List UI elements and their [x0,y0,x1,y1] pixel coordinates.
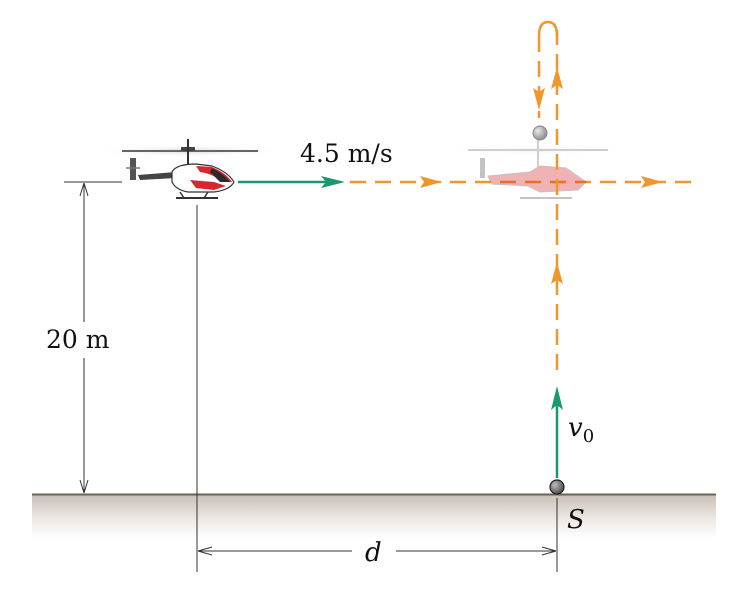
ball-icon [532,125,548,141]
helicopter-velocity-arrow [238,176,345,188]
launch-ball-icon [549,479,565,495]
ground [32,493,716,538]
speed-label: 4.5 m/s [300,139,393,168]
ball-dashed-path-up [551,30,563,370]
initial-velocity-label: v0 [568,413,594,447]
ball-dashed-path-down [533,20,559,118]
height-dimension [64,181,122,494]
helicopter-icon [88,139,288,199]
point-s-label: S [567,505,585,535]
initial-velocity-subscript: 0 [583,426,594,447]
ball-velocity-arrow [551,386,563,478]
helicopter-dashed-path [350,176,696,188]
initial-velocity-symbol: v [568,413,583,443]
ghost-helicopter-icon [438,138,638,199]
height-label: 20 m [46,325,110,354]
distance-dimension [197,546,557,556]
distance-label: d [365,538,382,568]
